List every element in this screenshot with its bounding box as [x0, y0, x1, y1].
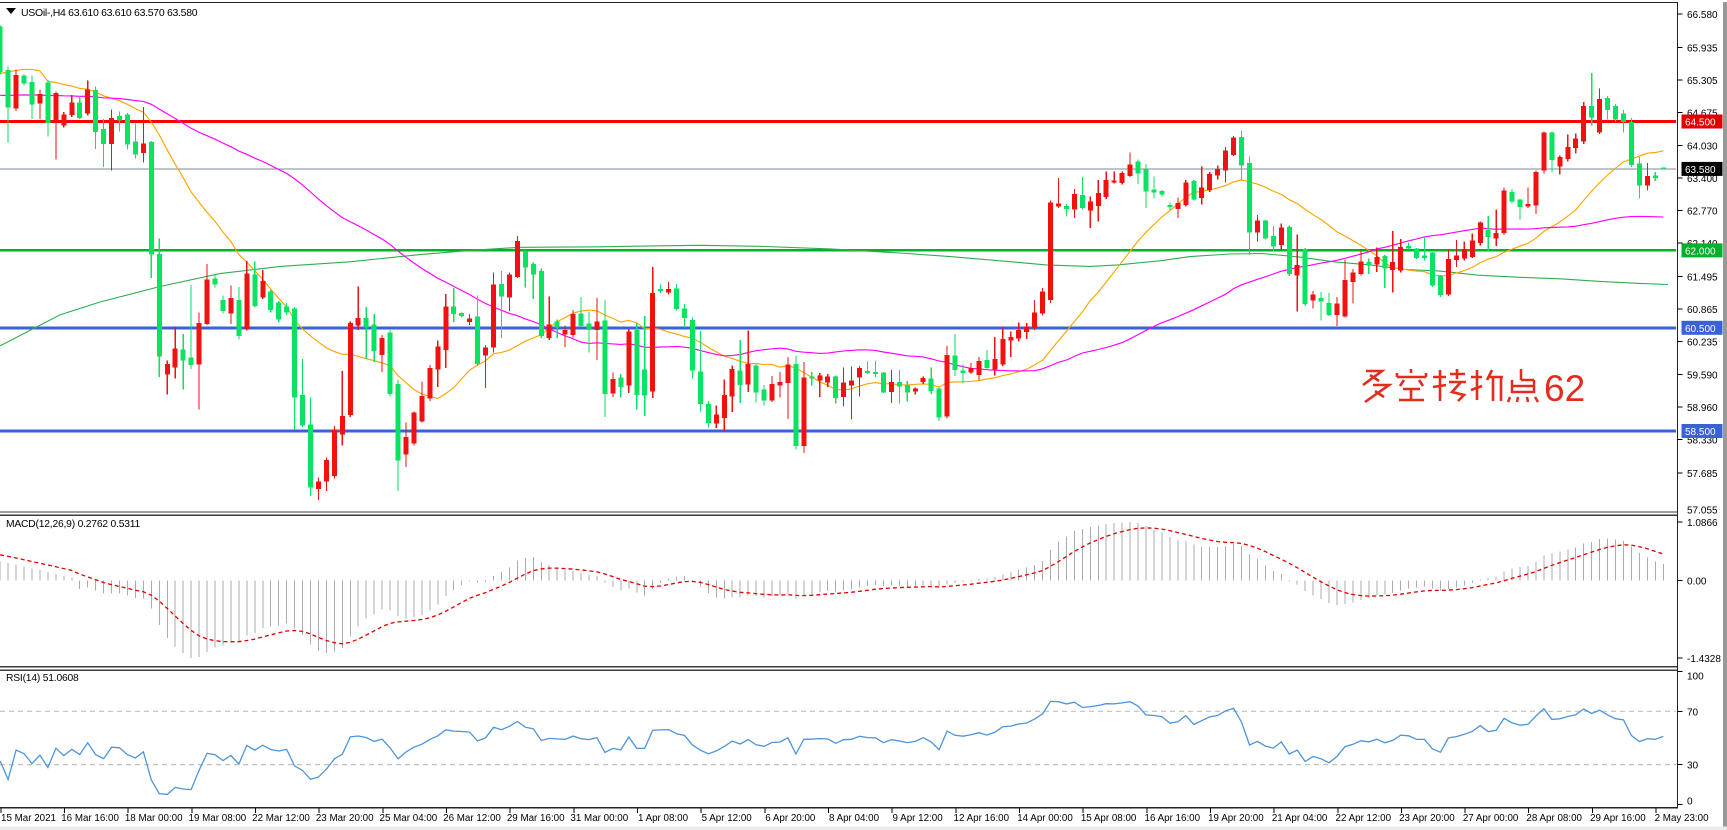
- svg-text:25 Mar 04:00: 25 Mar 04:00: [380, 813, 438, 824]
- svg-text:58.500: 58.500: [1685, 427, 1716, 438]
- svg-text:28 Apr 08:00: 28 Apr 08:00: [1526, 813, 1582, 824]
- svg-text:MACD(12,26,9) 0.2762 0.5311: MACD(12,26,9) 0.2762 0.5311: [6, 519, 141, 530]
- svg-text:19 Apr 20:00: 19 Apr 20:00: [1208, 813, 1264, 824]
- svg-text:64.030: 64.030: [1687, 142, 1718, 153]
- svg-text:31 Mar 00:00: 31 Mar 00:00: [570, 813, 628, 824]
- svg-text:15 Mar 2021: 15 Mar 2021: [1, 813, 56, 824]
- svg-text:12 Apr 16:00: 12 Apr 16:00: [954, 813, 1010, 824]
- svg-text:30: 30: [1687, 761, 1699, 772]
- svg-text:8 Apr 04:00: 8 Apr 04:00: [829, 813, 880, 824]
- svg-text:0.00: 0.00: [1687, 577, 1707, 588]
- svg-text:65.935: 65.935: [1687, 44, 1718, 55]
- svg-text:61.495: 61.495: [1687, 273, 1718, 284]
- svg-text:100: 100: [1687, 671, 1704, 682]
- svg-text:57.055: 57.055: [1687, 506, 1718, 517]
- svg-text:6 Apr 20:00: 6 Apr 20:00: [765, 813, 816, 824]
- svg-text:16 Mar 16:00: 16 Mar 16:00: [61, 813, 119, 824]
- svg-text:1 Apr 08:00: 1 Apr 08:00: [638, 813, 689, 824]
- svg-text:59.590: 59.590: [1687, 371, 1718, 382]
- svg-text:64.500: 64.500: [1685, 118, 1716, 129]
- svg-text:5 Apr 12:00: 5 Apr 12:00: [702, 813, 753, 824]
- svg-text:29 Apr 16:00: 29 Apr 16:00: [1590, 813, 1646, 824]
- svg-text:60.235: 60.235: [1687, 338, 1718, 349]
- svg-text:18 Mar 00:00: 18 Mar 00:00: [125, 813, 183, 824]
- svg-text:26 Mar 12:00: 26 Mar 12:00: [443, 813, 501, 824]
- svg-text:-1.4328: -1.4328: [1687, 654, 1721, 665]
- svg-text:9 Apr 12:00: 9 Apr 12:00: [893, 813, 944, 824]
- svg-text:63.400: 63.400: [1687, 174, 1718, 185]
- svg-text:22 Apr 12:00: 22 Apr 12:00: [1336, 813, 1392, 824]
- svg-text:66.580: 66.580: [1687, 10, 1718, 21]
- svg-text:15 Apr 08:00: 15 Apr 08:00: [1081, 813, 1137, 824]
- svg-text:14 Apr 00:00: 14 Apr 00:00: [1017, 813, 1073, 824]
- svg-text:RSI(14) 51.0608: RSI(14) 51.0608: [6, 673, 79, 684]
- svg-text:23 Mar 20:00: 23 Mar 20:00: [316, 813, 374, 824]
- svg-text:1.0866: 1.0866: [1687, 518, 1718, 529]
- svg-text:27 Apr 00:00: 27 Apr 00:00: [1463, 813, 1519, 824]
- svg-text:62: 62: [1544, 368, 1585, 409]
- svg-text:58.960: 58.960: [1687, 403, 1718, 414]
- svg-text:29 Mar 16:00: 29 Mar 16:00: [507, 813, 565, 824]
- svg-text:16 Apr 16:00: 16 Apr 16:00: [1145, 813, 1201, 824]
- svg-text:62.770: 62.770: [1687, 207, 1718, 218]
- svg-text:2 May 23:00: 2 May 23:00: [1655, 813, 1709, 824]
- svg-text:64.675: 64.675: [1687, 109, 1718, 120]
- svg-text:USOil-,H4 63.610 63.610 63.57: USOil-,H4 63.610 63.610 63.570 63.580: [21, 7, 198, 19]
- svg-text:70: 70: [1687, 707, 1699, 718]
- svg-text:63.580: 63.580: [1685, 165, 1716, 176]
- svg-text:65.305: 65.305: [1687, 76, 1718, 87]
- svg-text:22 Mar 12:00: 22 Mar 12:00: [252, 813, 310, 824]
- svg-text:62.000: 62.000: [1685, 246, 1716, 257]
- svg-text:60.500: 60.500: [1685, 324, 1716, 335]
- svg-text:23 Apr 20:00: 23 Apr 20:00: [1399, 813, 1455, 824]
- svg-text:19 Mar 08:00: 19 Mar 08:00: [189, 813, 247, 824]
- svg-text:58.330: 58.330: [1687, 436, 1718, 447]
- svg-text:57.685: 57.685: [1687, 469, 1718, 480]
- svg-text:0: 0: [1687, 797, 1693, 808]
- svg-text:60.865: 60.865: [1687, 305, 1718, 316]
- svg-text:21 Apr 04:00: 21 Apr 04:00: [1272, 813, 1328, 824]
